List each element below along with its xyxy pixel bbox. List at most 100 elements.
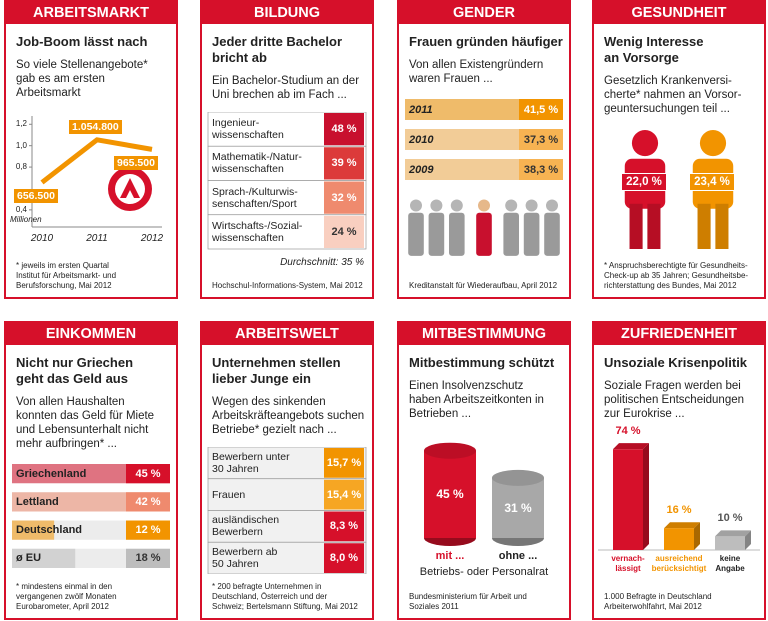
value-cell (324, 147, 364, 180)
panel-subtitle: So viele Stellenangebote* gab es am erst… (16, 59, 148, 99)
value-label: 15,4 % (326, 488, 362, 501)
cylinder (492, 469, 544, 546)
decor-body (449, 212, 465, 256)
chart-area: 2011 41,5 % 2010 37,3 % 2009 38,3 % (399, 96, 569, 273)
panel-subtitle: Von allen Haushalten konnten das Geld fü… (16, 396, 155, 450)
panel-title: Jeder dritte Bachelor bricht ab (212, 34, 343, 65)
value-label: 1.054.800 (69, 119, 122, 134)
bar-top (715, 530, 751, 537)
decor-head (505, 199, 518, 212)
decor-body (476, 212, 492, 256)
row-label: Bewerbern unter 30 Jahren (212, 450, 290, 475)
bar-top (613, 443, 649, 450)
bar-label: 2011 (409, 103, 433, 116)
value-label: 965.500 (114, 156, 158, 171)
panel-subtitle: Soziale Fragen werden bei politischen En… (604, 380, 745, 420)
y-tick-label: 0,4 (15, 204, 27, 214)
bar-label: Lettland (16, 495, 59, 508)
panel-header: EINKOMMEN (6, 323, 176, 345)
annotation: Durchschnitt: 35 % (280, 257, 364, 268)
value-label: 37,3 % (523, 133, 559, 146)
chart-svg (207, 112, 367, 250)
panel-note: * mindestens einmal in den vergangenen z… (16, 582, 117, 611)
value-label: 74 % (615, 425, 641, 438)
decor-body (544, 212, 560, 256)
chart-svg (624, 130, 734, 249)
cylinder-body (424, 450, 476, 538)
line (40, 137, 153, 185)
figure-head (631, 130, 659, 157)
decor-head (525, 199, 538, 212)
category-label: ausreichend berücksichtigt (651, 554, 707, 573)
category-label: ohne ... (498, 550, 538, 562)
category-label: mit ... (435, 550, 465, 562)
panel-intro: Mitbestimmung schützt Einen Insolvenzschu… (409, 355, 563, 421)
y-axis-label: Millionen (10, 215, 42, 224)
y-tick-label: 1,0 (15, 140, 27, 150)
cylinder (424, 442, 476, 546)
figure-leg (715, 203, 729, 249)
decor-body (408, 212, 424, 256)
figure-leg (629, 203, 643, 249)
panel-title: Unternehmen stellen lieber Junge ein (212, 355, 341, 386)
cylinder-top (492, 469, 544, 486)
decor-head (478, 199, 490, 212)
bar-label: Deutschland (16, 524, 83, 537)
row-label: Frauen (212, 488, 246, 501)
value-label: 38,3 % (523, 163, 559, 176)
decor-figure (523, 199, 540, 256)
panel-title: Frauen gründen häufiger (409, 34, 563, 49)
value-label: 45 % (436, 487, 464, 502)
panel-intro: Job-Boom lässt nach So viele Stellenangeb… (16, 34, 170, 100)
value-box (126, 492, 170, 512)
value-box (126, 548, 170, 568)
panel-note: * Anspruchsberechtigte für Gesundheits- … (604, 261, 749, 290)
chart-area: 74 % vernach- lässigt 16 % ausreichend berü… (594, 425, 764, 584)
y-tick-label: 0,8 (15, 162, 27, 172)
decor-head (546, 199, 558, 212)
panel: ARBEITSMARKT Job-Boom lässt nach So viele … (4, 0, 178, 299)
x-axis-label: Betriebs- oder Personalrat (419, 566, 549, 578)
bar (12, 520, 55, 540)
value-label: 8,0 % (329, 552, 359, 565)
value-box (519, 129, 563, 150)
decor-body (523, 212, 540, 256)
bar-label: ø EU (16, 552, 42, 565)
value-box (519, 99, 563, 120)
x-tick-label: 2011 (86, 233, 108, 244)
value-box (519, 159, 563, 180)
value-cell (324, 448, 364, 478)
decor-figure (428, 199, 445, 256)
bar-side (745, 530, 751, 550)
panel-title: Wenig Interesse an Vorsorge (604, 34, 704, 65)
value-cell (324, 181, 364, 214)
panel-header: BILDUNG (202, 2, 372, 24)
panel-subtitle: Ein Bachelor-Studium an der Uni brechen … (212, 75, 360, 101)
panel-intro: Wenig Interesse an Vorsorge Gesetzlich Kr… (604, 34, 758, 116)
bar-side (694, 522, 700, 550)
bar (12, 548, 76, 568)
value-box (126, 464, 170, 484)
decor-head (430, 199, 443, 212)
panel-header: MITBESTIMMUNG (399, 323, 569, 345)
figure-leg (647, 203, 661, 249)
decor-figure (544, 199, 560, 256)
row-label: Sprach-/Kulturwis- senschaften/Sport (212, 185, 298, 210)
chart-area: Bewerbern unter 30 Jahren 15,7 % Frauen 15,… (202, 447, 372, 574)
bar (664, 528, 694, 550)
figure-leg (697, 203, 711, 249)
chart-area: 45 % mit ... 31 % ohne ... Betriebs- oder Pe… (399, 431, 569, 584)
panel: ARBEITSWELT Unternehmen stellen lieber Ju… (200, 321, 374, 620)
panel-header: ARBEITSWELT (202, 323, 372, 345)
value-label: 24 % (331, 225, 357, 238)
chart-area: 22,0 % 23,4 % (594, 126, 764, 253)
value-cell (324, 543, 364, 573)
panel-subtitle: Von allen Existengründern waren Frauen .… (409, 59, 544, 85)
chart-area: Ingenieur- wissenschaften 48 % Mathematik-… (202, 112, 372, 273)
chart-area: Griechenland 45 % Lettland 42 % Deutschland 1… (6, 461, 176, 574)
value-label: 42 % (135, 495, 161, 508)
value-label: 12 % (135, 524, 161, 537)
value-label: 15,7 % (326, 456, 362, 469)
panel-note: * jeweils im ersten Quartal Institut für… (16, 261, 117, 290)
row-label: Ingenieur- wissenschaften (212, 117, 284, 142)
